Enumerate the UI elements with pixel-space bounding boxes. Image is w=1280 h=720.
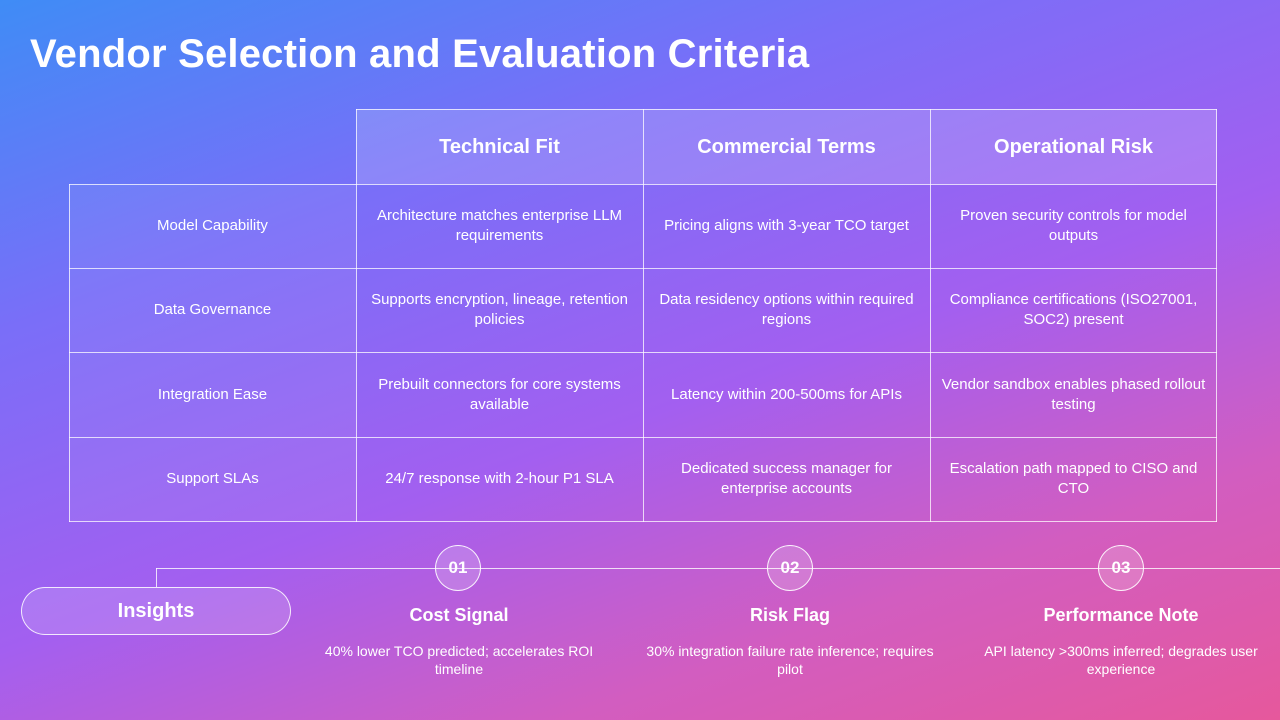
insight-title-risk-flag: Risk Flag: [749, 605, 831, 625]
slide-title: Vendor Selection and Evaluation Criteria: [30, 32, 810, 76]
table-border: [356, 109, 357, 522]
table-border: [643, 109, 644, 522]
row-label-model-capability: Model Capability: [157, 217, 268, 234]
insights-label-text: Insights: [117, 599, 195, 622]
table-cell: Latency within 200-500ms for APIs: [671, 385, 902, 403]
insight-description: API latency >300ms inferred; degrades us…: [984, 643, 1258, 677]
table-cell: Data residency options within required r…: [659, 291, 914, 328]
row-label-data-governance: Data Governance: [153, 301, 272, 318]
insight-description: 40% lower TCO predicted; accelerates ROI…: [324, 643, 594, 677]
table-cell: Proven security controls for model outpu…: [960, 207, 1187, 244]
insight-description: 30% integration failure rate inference; …: [646, 643, 934, 677]
column-header-operational-risk: Operational Risk: [994, 135, 1153, 158]
column-header-commercial-terms: Commercial Terms: [697, 135, 876, 158]
table-cell: Vendor sandbox enables phased rollout te…: [941, 375, 1206, 413]
row-label-integration-ease: Integration Ease: [157, 385, 268, 403]
table-cell: Architecture matches enterprise LLM requ…: [376, 207, 623, 244]
table-cell: Escalation path mapped to CISO and CTO: [949, 460, 1198, 497]
table-border: [356, 109, 1217, 110]
table-cell: Prebuilt connectors for core systems ava…: [378, 375, 621, 413]
table-border: [1216, 109, 1217, 522]
timeline-connector: [156, 568, 157, 587]
table-cell: Supports encryption, lineage, retention …: [371, 291, 628, 328]
insight-title-cost-signal: Cost Signal: [409, 605, 509, 625]
table-cell: 24/7 response with 2-hour P1 SLA: [385, 470, 614, 487]
insight-number-badge: 02: [767, 545, 813, 591]
table-cell: Pricing aligns with 3-year TCO target: [664, 217, 909, 234]
column-header-technical-fit: Technical Fit: [439, 135, 560, 158]
insight-number-badge: 03: [1098, 545, 1144, 591]
timeline-connector: [156, 568, 1280, 569]
table-cell: Compliance certifications (ISO27001, SOC…: [949, 291, 1198, 328]
insight-number-badge: 01: [435, 545, 481, 591]
table-border: [930, 109, 931, 522]
table-cell: Dedicated success manager for enterprise…: [681, 460, 892, 497]
row-label-support-slas: Support SLAs: [166, 470, 259, 487]
insights-label: Insights: [21, 587, 291, 635]
insight-title-performance-note: Performance Note: [1043, 605, 1199, 625]
table-header-background: [356, 109, 1217, 184]
table-border: [69, 184, 70, 522]
